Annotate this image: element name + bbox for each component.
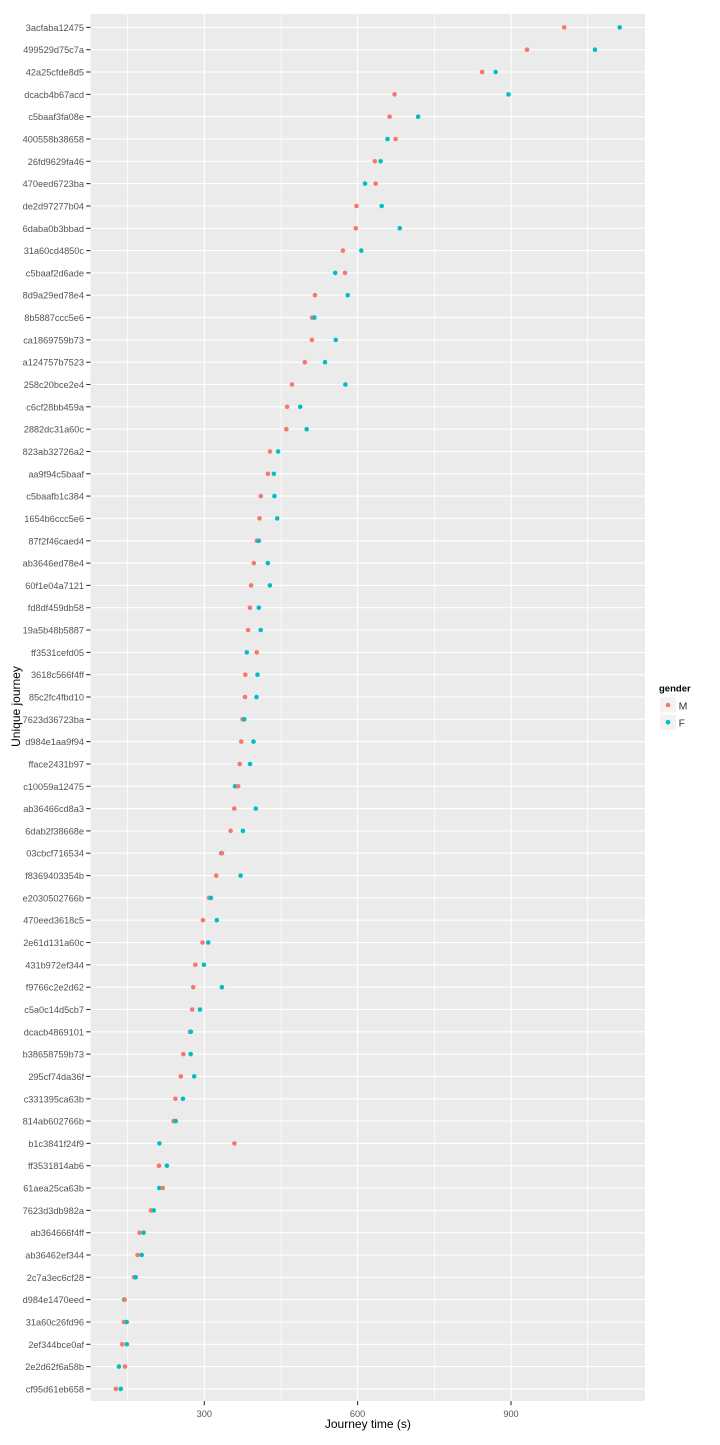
svg-text:2e61d131a60c: 2e61d131a60c bbox=[23, 938, 84, 948]
svg-text:300: 300 bbox=[197, 1409, 212, 1419]
svg-text:258c20bce2e4: 258c20bce2e4 bbox=[24, 380, 84, 390]
svg-text:e2030502766b: e2030502766b bbox=[23, 893, 84, 903]
svg-text:aa9f94c5baaf: aa9f94c5baaf bbox=[28, 469, 84, 479]
svg-text:ff3531814ab6: ff3531814ab6 bbox=[28, 1161, 84, 1171]
svg-text:fd8df459db58: fd8df459db58 bbox=[28, 603, 84, 613]
svg-text:ff3531cefd05: ff3531cefd05 bbox=[31, 648, 84, 658]
svg-text:ab36466cd8a3: ab36466cd8a3 bbox=[23, 804, 84, 814]
svg-text:b38658759b73: b38658759b73 bbox=[23, 1050, 84, 1060]
svg-text:431b972ef344: 431b972ef344 bbox=[25, 960, 84, 970]
svg-text:814ab602766b: 814ab602766b bbox=[23, 1117, 84, 1127]
svg-text:de2d97277b04: de2d97277b04 bbox=[23, 202, 84, 212]
svg-text:7623d36723ba: 7623d36723ba bbox=[23, 715, 85, 725]
svg-text:900: 900 bbox=[503, 1409, 518, 1419]
svg-text:c5baaf3fa08e: c5baaf3fa08e bbox=[28, 112, 84, 122]
svg-text:c331395ca63b: c331395ca63b bbox=[24, 1094, 84, 1104]
svg-text:499529d75c7a: 499529d75c7a bbox=[23, 45, 85, 55]
svg-text:42a25cfde8d5: 42a25cfde8d5 bbox=[26, 68, 84, 78]
svg-text:ab3646ed78e4: ab3646ed78e4 bbox=[23, 559, 84, 569]
svg-text:d984e1470eed: d984e1470eed bbox=[23, 1295, 84, 1305]
svg-text:60f1e04a7121: 60f1e04a7121 bbox=[25, 581, 84, 591]
svg-text:7623d3db982a: 7623d3db982a bbox=[23, 1206, 85, 1216]
svg-text:2e2d62f6a58b: 2e2d62f6a58b bbox=[25, 1362, 84, 1372]
svg-text:2c7a3ec6cf28: 2c7a3ec6cf28 bbox=[27, 1273, 84, 1283]
svg-text:19a5b48b5887: 19a5b48b5887 bbox=[23, 626, 84, 636]
svg-text:8b5887ccc5e6: 8b5887ccc5e6 bbox=[24, 313, 84, 323]
svg-text:2882dc31a60c: 2882dc31a60c bbox=[24, 425, 85, 435]
svg-text:d984e1aa9f94: d984e1aa9f94 bbox=[25, 737, 84, 747]
svg-text:c10059a12475: c10059a12475 bbox=[23, 782, 84, 792]
svg-text:400558b38658: 400558b38658 bbox=[23, 135, 84, 145]
svg-text:dcacb4b67acd: dcacb4b67acd bbox=[24, 90, 84, 100]
svg-text:c5baaf2d6ade: c5baaf2d6ade bbox=[26, 268, 84, 278]
svg-text:Unique journey: Unique journey bbox=[9, 666, 23, 747]
svg-text:1654b6ccc5e6: 1654b6ccc5e6 bbox=[24, 514, 84, 524]
svg-text:gender: gender bbox=[659, 684, 691, 695]
svg-text:ab36462ef344: ab36462ef344 bbox=[25, 1251, 84, 1261]
svg-text:85c2fc4fbd10: 85c2fc4fbd10 bbox=[29, 693, 84, 703]
svg-text:f9766c2e2d62: f9766c2e2d62 bbox=[26, 983, 84, 993]
svg-text:600: 600 bbox=[350, 1409, 365, 1419]
svg-text:3618c566f4ff: 3618c566f4ff bbox=[31, 670, 84, 680]
svg-text:87f2f46caed4: 87f2f46caed4 bbox=[28, 536, 84, 546]
svg-text:823ab32726a2: 823ab32726a2 bbox=[23, 447, 84, 457]
svg-text:2ef344bce0af: 2ef344bce0af bbox=[28, 1340, 84, 1350]
svg-text:dcacb4869101: dcacb4869101 bbox=[24, 1027, 84, 1037]
svg-text:31a60cd4850c: 31a60cd4850c bbox=[24, 246, 85, 256]
svg-text:03cbcf716534: 03cbcf716534 bbox=[26, 849, 84, 859]
svg-text:3acfaba12475: 3acfaba12475 bbox=[26, 23, 84, 33]
svg-text:470eed3618c5: 470eed3618c5 bbox=[23, 916, 84, 926]
svg-text:8d9a29ed78e4: 8d9a29ed78e4 bbox=[23, 291, 84, 301]
svg-text:fface2431b97: fface2431b97 bbox=[28, 760, 84, 770]
svg-text:ca1869759b73: ca1869759b73 bbox=[23, 335, 84, 345]
svg-text:6daba0b3bbad: 6daba0b3bbad bbox=[23, 224, 84, 234]
svg-text:b1c3841f24f9: b1c3841f24f9 bbox=[28, 1139, 84, 1149]
svg-text:c5baafb1c384: c5baafb1c384 bbox=[26, 492, 84, 502]
svg-text:f8369403354b: f8369403354b bbox=[25, 871, 84, 881]
svg-text:470eed6723ba: 470eed6723ba bbox=[23, 179, 85, 189]
svg-text:6dab2f38668e: 6dab2f38668e bbox=[25, 826, 84, 836]
svg-text:F: F bbox=[679, 717, 685, 729]
svg-text:a124757b7523: a124757b7523 bbox=[23, 358, 84, 368]
svg-text:c6cf28bb459a: c6cf28bb459a bbox=[26, 402, 85, 412]
svg-text:26fd9629fa46: 26fd9629fa46 bbox=[28, 157, 84, 167]
svg-text:c5a0c14d5cb7: c5a0c14d5cb7 bbox=[24, 1005, 84, 1015]
svg-text:295cf74da36f: 295cf74da36f bbox=[28, 1072, 84, 1082]
svg-text:cf95d61eb658: cf95d61eb658 bbox=[26, 1384, 84, 1394]
svg-text:61aea25ca63b: 61aea25ca63b bbox=[23, 1184, 84, 1194]
svg-text:ab364666f4ff: ab364666f4ff bbox=[31, 1228, 85, 1238]
svg-text:Journey time (s): Journey time (s) bbox=[325, 1417, 411, 1431]
svg-text:M: M bbox=[679, 700, 688, 712]
svg-text:31a60c26fd96: 31a60c26fd96 bbox=[26, 1318, 84, 1328]
